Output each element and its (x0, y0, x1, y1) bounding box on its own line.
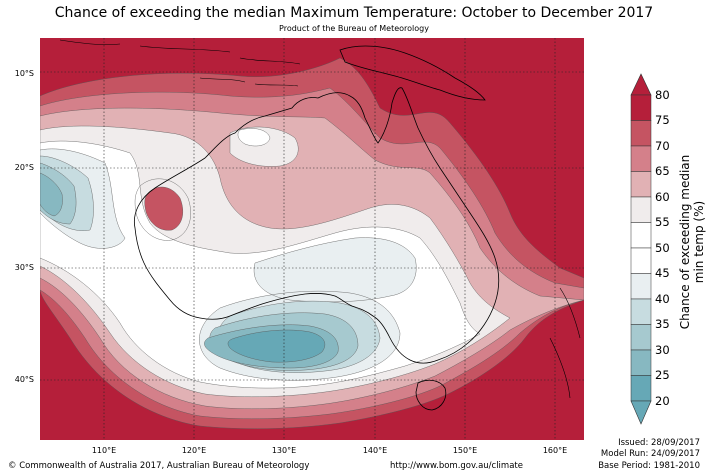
lon-label-130e: 130°E (271, 446, 297, 455)
colorbar-segment (630, 375, 652, 402)
colorbar-tick-20: 20 (655, 394, 670, 408)
lat-label-30s: 30°S (14, 263, 34, 272)
bom-climate-link[interactable]: http://www.bom.gov.au/climate (390, 461, 523, 471)
colorbar-segment (630, 298, 652, 325)
tasmania-coastline (415, 379, 447, 411)
lon-label-140e: 140°E (362, 446, 388, 455)
probability-map (40, 38, 584, 440)
contour-25 (227, 329, 325, 363)
colorbar-tick-70: 70 (655, 139, 670, 153)
colorbar-tick-40: 40 (655, 292, 670, 306)
colorbar-tick-45: 45 (655, 266, 670, 280)
colorbar-segment (630, 196, 652, 223)
colorbar-segment (630, 349, 652, 376)
colorbar-segment (630, 120, 652, 147)
colorbar-segment (630, 222, 652, 249)
colorbar-segment (630, 273, 652, 300)
colorbar-tick-25: 25 (655, 368, 670, 382)
lat-label-40s: 40°S (14, 375, 34, 384)
colorbar-tick-80: 80 (655, 88, 670, 102)
colorbar-tick-75: 75 (655, 113, 670, 127)
chart-subtitle: Product of the Bureau of Meteorology (279, 24, 429, 33)
contour-50-north (237, 128, 271, 147)
colorbar-tick-65: 65 (655, 164, 670, 178)
colorbar-tick-30: 30 (655, 343, 670, 357)
indonesia-coastline (59, 39, 301, 87)
new-guinea-coastline (339, 45, 486, 101)
map-gridlines (40, 38, 584, 440)
lon-label-110e: 110°E (91, 446, 117, 455)
lon-label-160e: 160°E (542, 446, 568, 455)
colorbar-bottom-arrow (630, 400, 652, 425)
lat-label-10s: 10°S (14, 69, 34, 78)
contour-75-wa (144, 186, 183, 231)
colorbar-segment (630, 94, 652, 121)
new-zealand-coastline (549, 287, 581, 399)
colorbar-segment (630, 324, 652, 351)
colorbar-top-arrow (630, 73, 652, 96)
lon-label-120e: 120°E (181, 446, 207, 455)
contour-70-wa (134, 178, 191, 241)
colorbar-tick-35: 35 (655, 317, 670, 331)
model-run-date: Model Run: 24/09/2017 (600, 449, 700, 459)
colorbar-segment (630, 171, 652, 198)
copyright-text: © Commonwealth of Australia 2017, Austra… (8, 461, 310, 471)
colorbar-title: Chance of exceeding median min temp (%) (678, 154, 706, 330)
colorbar-tick-60: 60 (655, 190, 670, 204)
colorbar-segment (630, 145, 652, 172)
colorbar-svg (630, 73, 652, 425)
chart-title: Chance of exceeding the median Maximum T… (54, 5, 654, 21)
australia-coastline (133, 87, 500, 364)
colorbar (620, 72, 672, 432)
issued-date: Issued: 28/09/2017 (618, 438, 700, 448)
base-period: Base Period: 1981-2010 (598, 461, 700, 471)
map-svg (40, 38, 584, 440)
colorbar-tick-50: 50 (655, 241, 670, 255)
lat-label-20s: 20°S (14, 163, 34, 172)
colorbar-segment (630, 247, 652, 274)
lon-label-150e: 150°E (452, 446, 478, 455)
colorbar-tick-55: 55 (655, 215, 670, 229)
